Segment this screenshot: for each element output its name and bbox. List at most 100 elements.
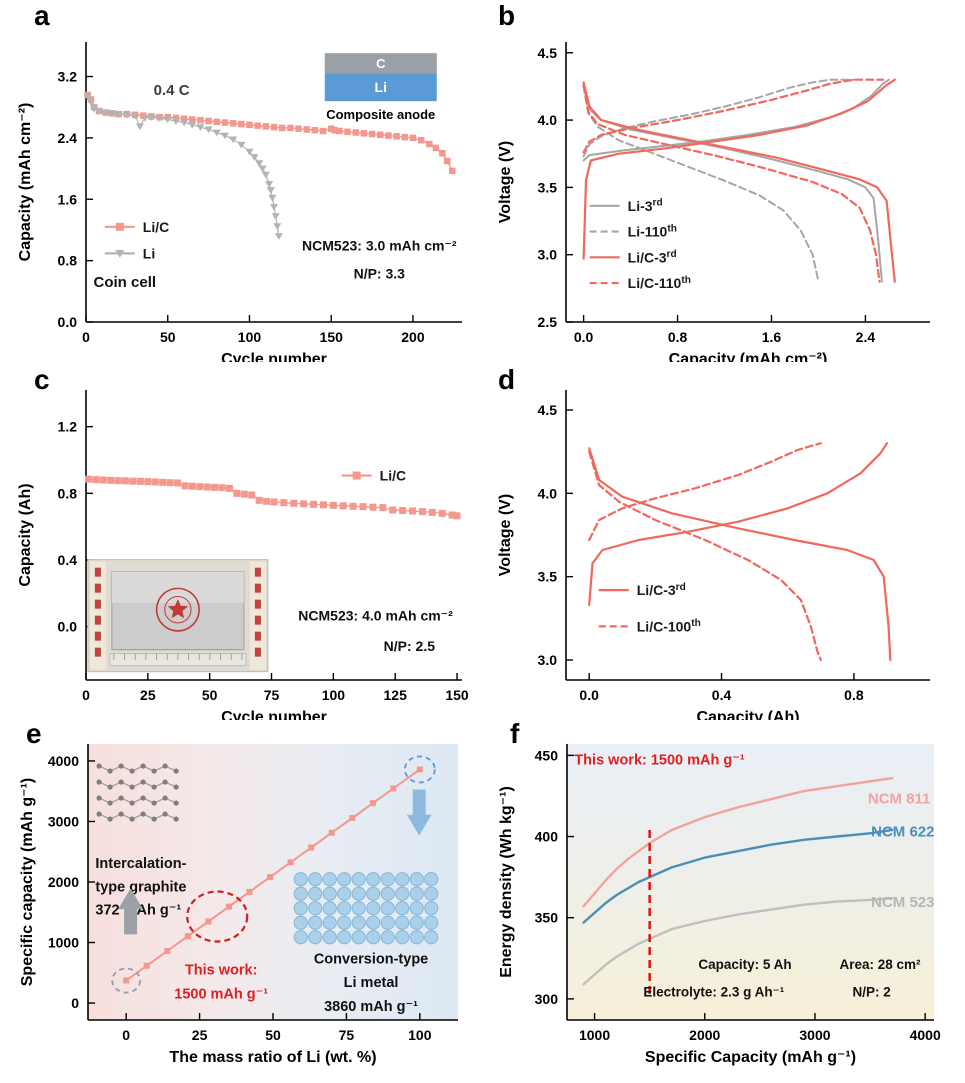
svg-text:0.4: 0.4 [712,687,732,703]
svg-text:300: 300 [535,991,559,1007]
ticks [567,754,926,1020]
svg-text:0.8: 0.8 [844,687,864,703]
svg-text:3000: 3000 [48,813,79,829]
panel-f-chart: 1000 2000 3000 4000 300 350 400 450 Specific Cap… [498,744,941,1066]
svg-text:N/P: 3.3: N/P: 3.3 [354,266,406,282]
svg-text:This work:: This work: [185,962,258,978]
anode-caption: Composite anode [326,107,435,122]
anode-li-layer-label: Li [375,79,387,95]
legend: Li/C [341,468,406,484]
tick-labels: 0.0 0.4 0.8 3.0 3.5 4.0 4.5 [538,402,864,703]
svg-text:Li-110th: Li-110th [628,223,677,239]
panel-e: e 0 25 50 75 100 0 1000 2000 3000 4000 The mass rat… [0,720,482,1083]
annotation-text: N/P: 2 [852,985,890,1000]
svg-text:75: 75 [339,1027,355,1043]
annotation-text: N/P: 2.5 [384,638,436,654]
svg-text:3860 mAh g⁻¹: 3860 mAh g⁻¹ [324,999,418,1015]
series-li-c-3rd [588,442,892,662]
y-axis-title: Voltage (V) [497,494,514,576]
svg-text:100: 100 [238,329,262,345]
legend-item-li-c: Li/C [104,219,169,235]
svg-text:NCM 622: NCM 622 [871,823,934,840]
composite-anode-inset: C Li Composite anode [324,53,437,122]
svg-text:Li/C: Li/C [143,219,169,235]
series-ncm-523 [582,896,894,986]
legend-item-li-c-110th: Li/C-110th [589,275,691,291]
annotation-text: NCM 811 [868,790,931,807]
legend-item-li-c-3rd: Li/C-3rd [598,582,686,598]
svg-text:100: 100 [408,1027,432,1043]
annotation-text: Coin cell [94,274,157,291]
panel-c-chart: 0 25 50 75 100 125 150 0.0 0.4 0.8 1.2 Cycle number… [17,390,469,720]
svg-text:200: 200 [401,329,425,345]
y-axis-title: Voltage (V) [497,141,514,223]
svg-text:4000: 4000 [910,1027,941,1043]
li-metal-atoms-icon [293,872,439,945]
svg-text:0.8: 0.8 [58,485,78,501]
svg-text:Electrolyte: 2.3 g Ah⁻¹: Electrolyte: 2.3 g Ah⁻¹ [643,985,784,1000]
annotation-text: 0.4 C [154,82,190,99]
tick-labels: 0 25 50 75 100 125 150 0.0 0.4 0.8 1.2 [58,419,469,703]
x-axis-title: Capacity (Ah) [696,709,799,720]
highlight-circle [111,967,142,994]
series-ncm-811 [582,776,894,908]
svg-text:Area: 28 cm²: Area: 28 cm² [840,957,922,972]
svg-text:4.0: 4.0 [538,112,558,128]
svg-text:400: 400 [535,829,559,845]
legend-item-li-c-100th: Li/C-100th [598,618,701,634]
x-axis-title: Specific Capacity (mAh g⁻¹) [645,1049,856,1066]
svg-text:0.4 C: 0.4 C [154,82,190,99]
svg-text:Li/C: Li/C [380,468,406,484]
axes [85,390,462,681]
ticks [85,75,414,323]
svg-text:4.5: 4.5 [538,45,558,61]
axes [565,42,930,323]
svg-text:1.6: 1.6 [58,191,78,207]
annotation-text: NCM523: 3.0 mAh cm⁻² [302,238,457,254]
x-axis-title: Cycle number [221,709,327,720]
legend: Li/C-3rd Li/C-100th [598,582,701,634]
svg-text:1500 mAh g⁻¹: 1500 mAh g⁻¹ [174,987,268,1003]
svg-text:125: 125 [384,687,408,703]
svg-text:1000: 1000 [48,935,79,951]
panel-a-chart: 0 50 100 150 200 0.0 0.8 1.6 2.4 3.2 Cycle number C… [17,42,462,362]
panel-b: b 0.0 0.8 1.6 2.4 2.5 3.0 3.5 4.0 4.5 Capacity (mA… [482,0,965,362]
tick-labels: 1000 2000 3000 4000 300 350 400 450 [535,747,941,1043]
legend: Li-3rd Li-110th Li/C-3rd Li/C-110th [589,198,691,291]
svg-text:3000: 3000 [799,1027,830,1043]
svg-text:NCM 811: NCM 811 [868,790,931,807]
svg-text:0: 0 [82,329,90,345]
panel-label-a: a [34,0,50,31]
annotation-text: NCM523: 4.0 mAh cm⁻² [298,608,453,624]
svg-text:This work: 1500 mAh g⁻¹: This work: 1500 mAh g⁻¹ [574,753,745,769]
legend-item-li-c-3rd: Li/C-3rd [589,249,677,265]
svg-text:0.0: 0.0 [574,329,594,345]
series-li-c [84,475,461,520]
series-li-c-composite-capacity [123,766,423,984]
svg-text:50: 50 [265,1027,281,1043]
y-axis-title: Capacity (mAh cm⁻²) [17,103,34,262]
tick-labels: 0.0 0.8 1.6 2.4 2.5 3.0 3.5 4.0 4.5 [538,45,876,345]
series-li-c [84,91,456,175]
svg-text:0.8: 0.8 [668,329,688,345]
panel-label-e: e [26,718,42,749]
svg-text:type graphite: type graphite [95,879,186,895]
svg-text:Li metal: Li metal [344,975,399,991]
series-li [83,93,283,240]
svg-text:Li: Li [143,245,155,261]
svg-text:0.8: 0.8 [58,253,78,269]
annotation-text: N/P: 3.3 [354,266,406,282]
series-ncm-622 [582,828,894,924]
x-axis-title: Capacity (mAh cm⁻²) [669,351,828,362]
svg-text:2.4: 2.4 [856,329,876,345]
svg-text:0: 0 [122,1027,130,1043]
svg-text:NCM523: 3.0 mAh cm⁻²: NCM523: 3.0 mAh cm⁻² [302,238,457,254]
ticks [85,425,458,680]
svg-text:25: 25 [192,1027,208,1043]
svg-text:Intercalation-: Intercalation- [95,856,186,872]
svg-text:2000: 2000 [48,874,79,890]
svg-text:450: 450 [535,747,559,763]
arrow-down-icon [406,789,432,836]
svg-text:2.4: 2.4 [58,130,78,146]
